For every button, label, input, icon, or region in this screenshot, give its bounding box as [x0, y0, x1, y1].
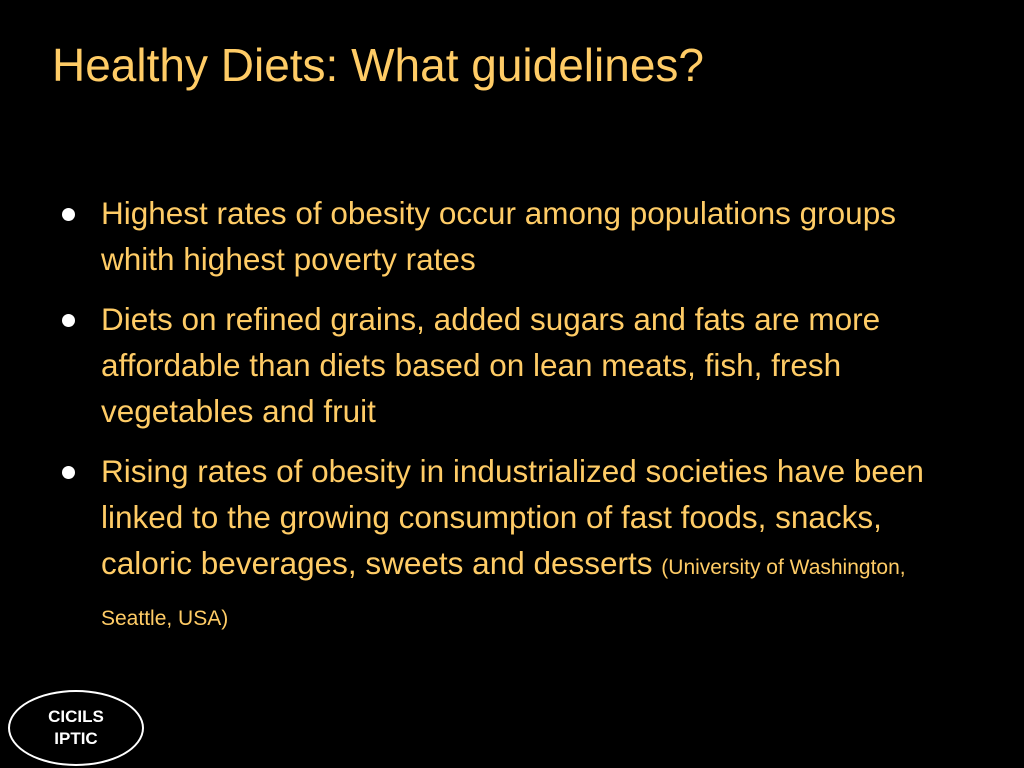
bullet-citation: (University of Washington, Seattle, USA)	[101, 556, 906, 630]
bullet-list: Highest rates of obesity occur among pop…	[60, 190, 960, 656]
slide-title: Healthy Diets: What guidelines?	[52, 39, 704, 91]
logo-line-iptic: IPTIC	[54, 729, 98, 748]
bullet-item-diets: Diets on refined grains, added sugars an…	[60, 296, 960, 434]
bullet-item-poverty: Highest rates of obesity occur among pop…	[60, 190, 960, 282]
bullet-item-industrialized: Rising rates of obesity in industrialize…	[60, 448, 960, 642]
bullet-text: Rising rates of obesity in industrialize…	[101, 453, 924, 581]
logo-line-cicils: CICILS	[48, 707, 104, 726]
bullet-dot-icon	[62, 314, 75, 327]
bullet-dot-icon	[62, 208, 75, 221]
bullet-text: Highest rates of obesity occur among pop…	[101, 195, 896, 277]
cicils-iptic-logo: CICILS IPTIC	[8, 690, 144, 766]
bullet-dot-icon	[62, 466, 75, 479]
bullet-text: Diets on refined grains, added sugars an…	[101, 301, 881, 429]
